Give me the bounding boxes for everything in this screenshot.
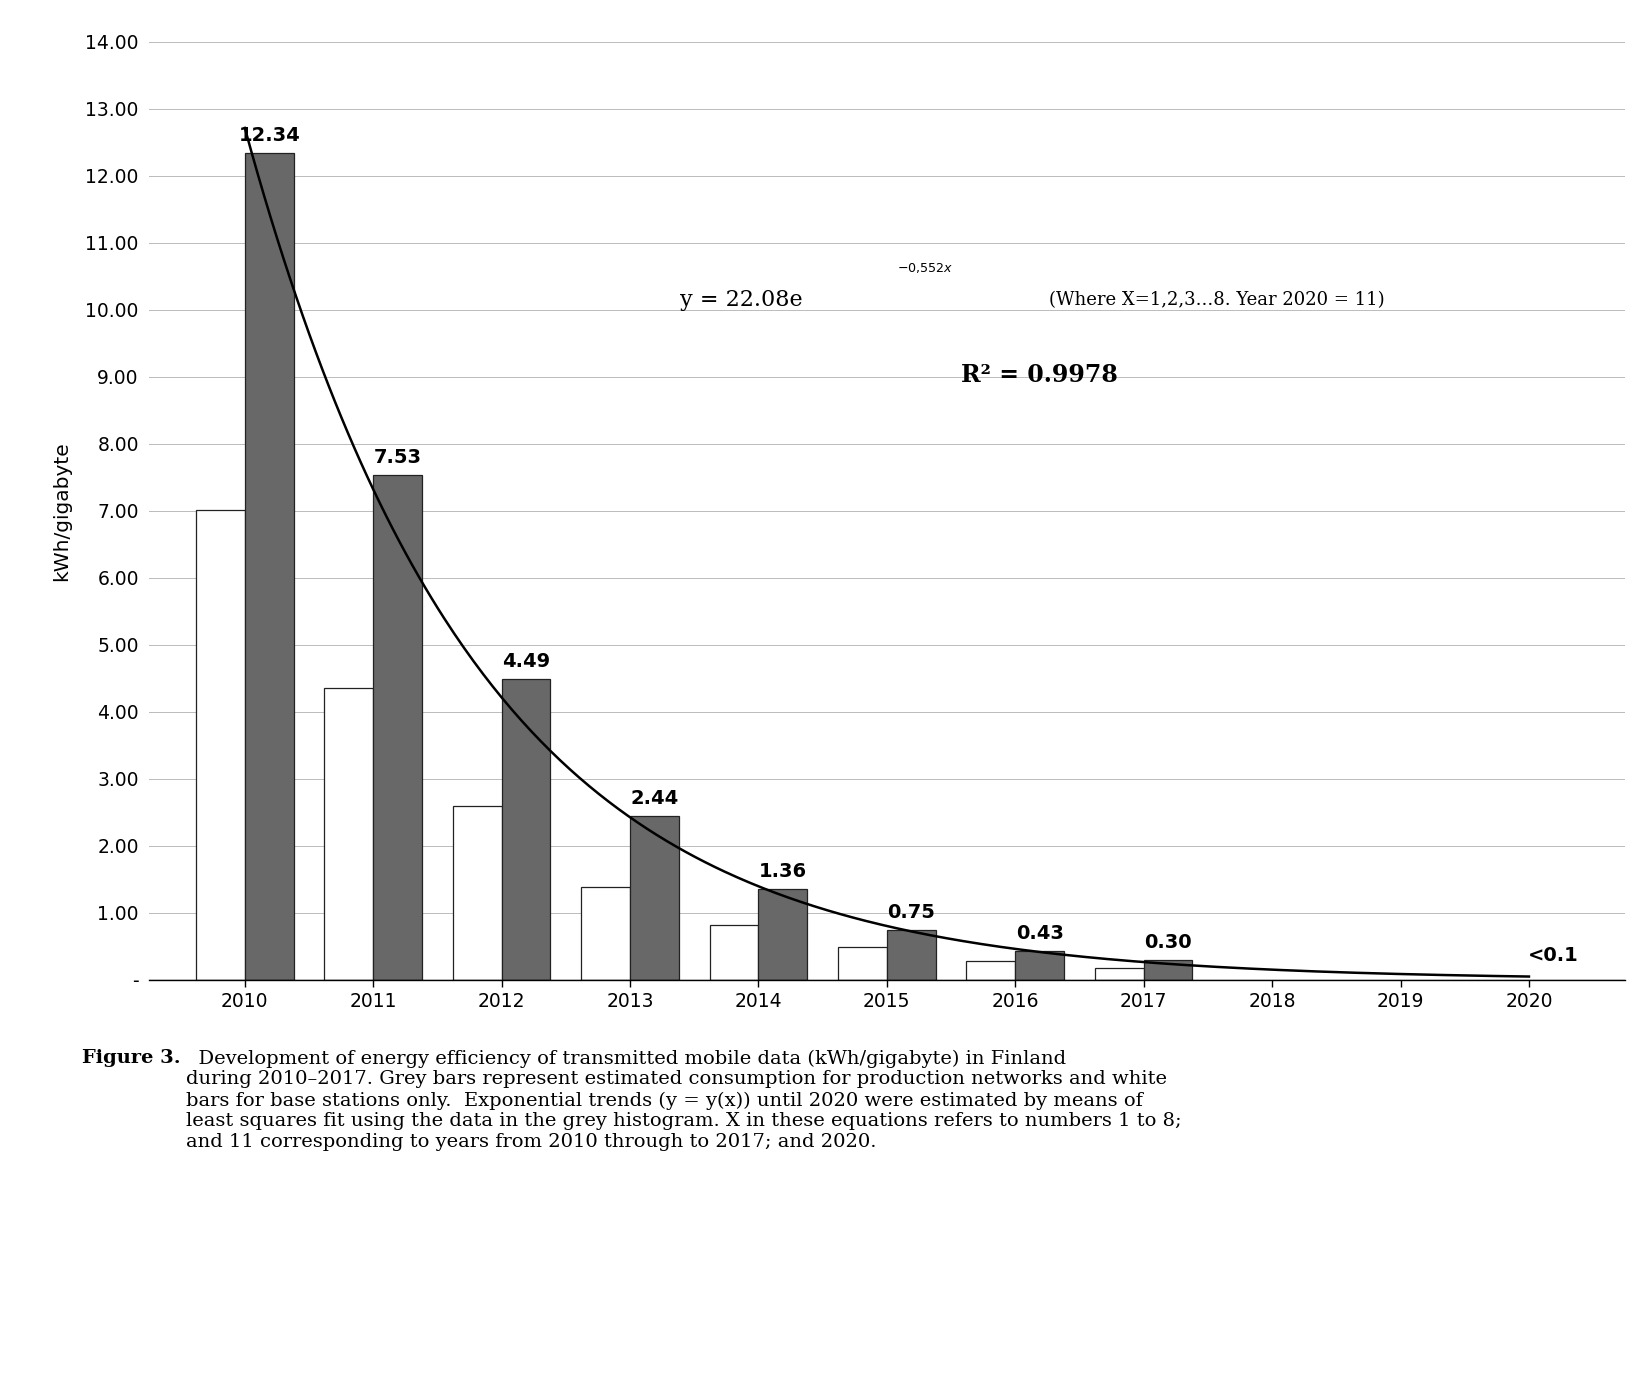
Text: y = 22.08e: y = 22.08e (680, 289, 804, 311)
Text: Figure 3.: Figure 3. (82, 1049, 182, 1068)
Bar (325, 688, 373, 980)
Bar (888, 930, 936, 980)
Text: 4.49: 4.49 (502, 652, 549, 671)
Bar (967, 960, 1015, 980)
Text: $^{-0{,}552x}$: $^{-0{,}552x}$ (898, 264, 954, 282)
Text: Development of energy efficiency of transmitted mobile data (kWh/gigabyte) in Fi: Development of energy efficiency of tran… (186, 1049, 1181, 1151)
Bar (581, 887, 630, 980)
Y-axis label: kWh/gigabyte: kWh/gigabyte (53, 441, 71, 581)
Text: 1.36: 1.36 (759, 862, 807, 881)
Text: (Where X=1,2,3...8. Year 2020 = 11): (Where X=1,2,3...8. Year 2020 = 11) (1049, 291, 1384, 309)
Bar (1143, 960, 1193, 980)
Text: 0.75: 0.75 (888, 902, 936, 922)
Text: 12.34: 12.34 (238, 126, 300, 145)
Text: R² = 0.9978: R² = 0.9978 (960, 363, 1117, 386)
Bar (196, 510, 244, 980)
Bar (1015, 951, 1064, 980)
Text: <0.1: <0.1 (1528, 947, 1579, 965)
Text: 0.43: 0.43 (1016, 924, 1064, 942)
Bar (759, 888, 807, 980)
Text: 0.30: 0.30 (1145, 933, 1191, 952)
Bar (1096, 967, 1143, 980)
Bar (502, 680, 551, 980)
Bar (373, 475, 422, 980)
Bar (244, 153, 294, 980)
Text: 2.44: 2.44 (630, 790, 678, 809)
Bar (710, 924, 759, 980)
Bar (630, 816, 678, 980)
Text: 7.53: 7.53 (373, 448, 422, 467)
Bar (452, 806, 502, 980)
Bar (838, 947, 888, 980)
